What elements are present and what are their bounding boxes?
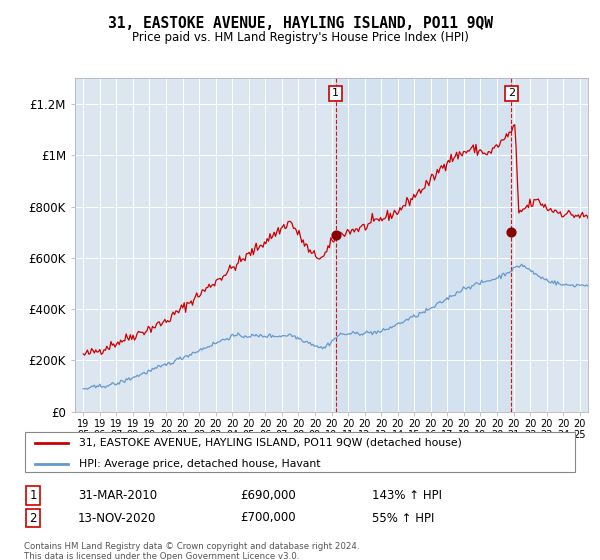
Point [506, 228, 516, 237]
Text: 31-MAR-2010: 31-MAR-2010 [78, 489, 157, 502]
Text: 1: 1 [332, 88, 339, 99]
FancyBboxPatch shape [25, 432, 575, 473]
Text: 31, EASTOKE AVENUE, HAYLING ISLAND, PO11 9QW: 31, EASTOKE AVENUE, HAYLING ISLAND, PO11… [107, 16, 493, 31]
Bar [335, 78, 511, 412]
Point [331, 230, 340, 239]
Text: Contains HM Land Registry data © Crown copyright and database right 2024.
This d: Contains HM Land Registry data © Crown c… [24, 542, 359, 560]
Text: HPI: Average price, detached house, Havant: HPI: Average price, detached house, Hava… [79, 459, 320, 469]
Text: 2: 2 [29, 511, 37, 525]
Text: 1: 1 [29, 489, 37, 502]
Text: £700,000: £700,000 [240, 511, 296, 525]
Text: £690,000: £690,000 [240, 489, 296, 502]
Text: 2: 2 [508, 88, 515, 99]
Text: 55% ↑ HPI: 55% ↑ HPI [372, 511, 434, 525]
Text: 143% ↑ HPI: 143% ↑ HPI [372, 489, 442, 502]
Text: 13-NOV-2020: 13-NOV-2020 [78, 511, 157, 525]
Text: 31, EASTOKE AVENUE, HAYLING ISLAND, PO11 9QW (detached house): 31, EASTOKE AVENUE, HAYLING ISLAND, PO11… [79, 438, 462, 448]
Text: Price paid vs. HM Land Registry's House Price Index (HPI): Price paid vs. HM Land Registry's House … [131, 31, 469, 44]
